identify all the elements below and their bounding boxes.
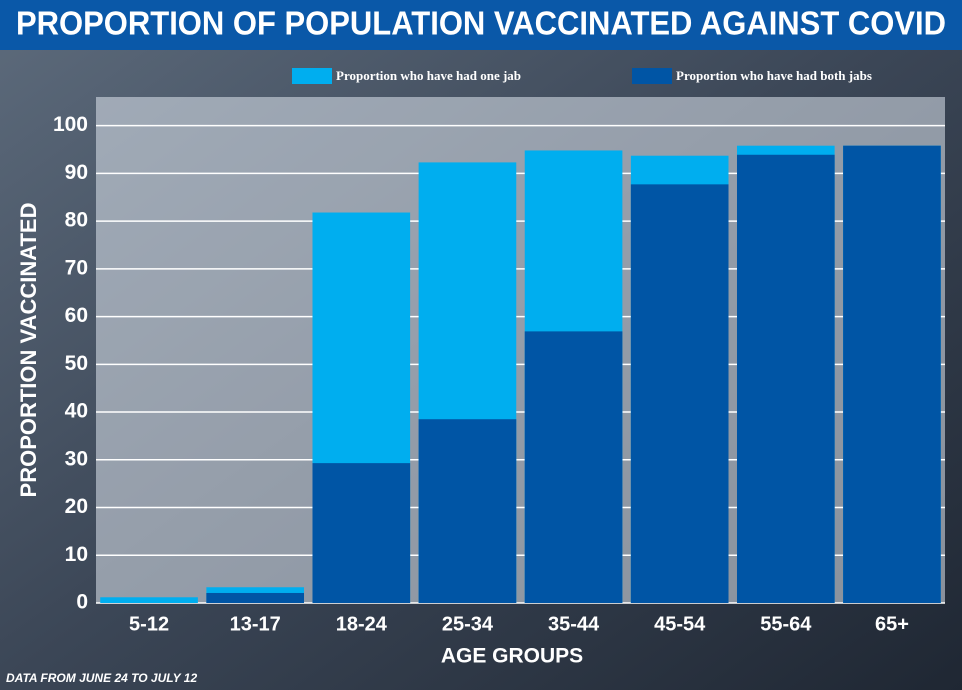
bar <box>524 331 623 603</box>
x-axis-title: AGE GROUPS <box>441 645 583 668</box>
x-tick-label: 55-64 <box>760 613 812 635</box>
y-tick-label: 50 <box>65 352 88 375</box>
x-tick-label: 25-34 <box>442 613 494 635</box>
bar <box>418 419 517 603</box>
y-tick-label: 0 <box>76 591 88 614</box>
y-axis-title: PROPORTION VACCINATED <box>16 203 41 498</box>
y-tick-label: 60 <box>65 304 88 327</box>
bar <box>630 184 729 603</box>
y-tick-label: 80 <box>65 209 88 232</box>
x-tick-label: 45-54 <box>654 613 706 635</box>
x-tick-label: 35-44 <box>548 613 600 635</box>
title-banner <box>0 0 962 50</box>
legend-label: Proportion who have had both jabs <box>676 68 872 83</box>
note: DATA FROM JUNE 24 TO JULY 12 <box>6 671 197 685</box>
bar <box>100 597 198 603</box>
y-tick-label: 20 <box>65 495 88 518</box>
y-tick-label: 70 <box>65 256 88 279</box>
y-tick-label: 10 <box>65 543 88 566</box>
bar <box>206 592 305 603</box>
y-tick-label: 90 <box>65 161 88 184</box>
legend-label: Proportion who have had one jab <box>336 68 521 83</box>
legend-swatch <box>292 68 332 84</box>
y-tick-label: 100 <box>53 113 88 136</box>
bar <box>843 145 941 604</box>
legend-swatch <box>632 68 672 84</box>
x-tick-label: 13-17 <box>230 613 281 635</box>
x-tick-label: 5-12 <box>129 613 169 635</box>
y-tick-label: 30 <box>65 447 88 470</box>
x-tick-label: 18-24 <box>336 613 388 635</box>
y-tick-label: 40 <box>65 400 88 423</box>
x-tick-label: 65+ <box>875 613 909 635</box>
bar <box>736 154 835 603</box>
bar <box>312 463 411 603</box>
chart-title: PROPORTION OF POPULATION VACCINATED AGAI… <box>16 5 946 42</box>
